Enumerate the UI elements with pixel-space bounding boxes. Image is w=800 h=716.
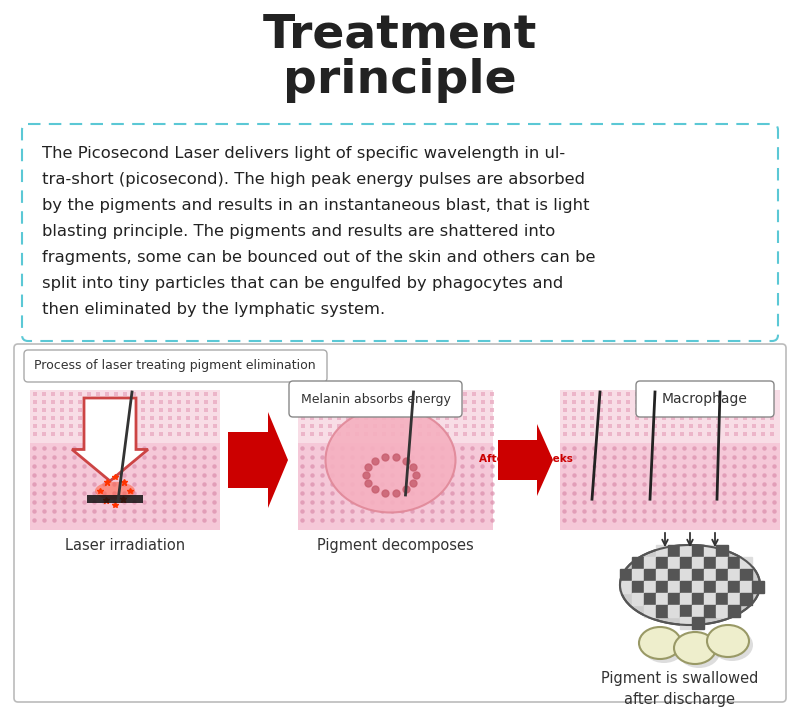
Bar (692, 557, 704, 569)
Bar (656, 605, 668, 617)
Text: split into tiny particles that can be engulfed by phagocytes and: split into tiny particles that can be en… (42, 276, 563, 291)
Bar (716, 569, 728, 581)
Bar (620, 569, 632, 581)
Bar (692, 581, 704, 593)
Bar (680, 617, 692, 629)
Polygon shape (228, 412, 288, 508)
Bar (704, 581, 716, 593)
Text: fragments, some can be bounced out of the skin and others can be: fragments, some can be bounced out of th… (42, 250, 595, 265)
Bar (644, 605, 656, 617)
Bar (716, 557, 728, 569)
Bar (716, 593, 728, 605)
Bar (30, 390, 220, 443)
Bar (632, 581, 644, 593)
Ellipse shape (620, 545, 760, 625)
Bar (644, 569, 656, 581)
Text: then eliminated by the lymphatic system.: then eliminated by the lymphatic system. (42, 302, 385, 317)
Bar (716, 605, 728, 617)
Text: Macrophage: Macrophage (662, 392, 748, 406)
Bar (87, 495, 143, 503)
Bar (740, 593, 752, 605)
FancyBboxPatch shape (14, 344, 786, 702)
Bar (656, 545, 668, 557)
Ellipse shape (639, 627, 681, 659)
Bar (740, 557, 752, 569)
Bar (298, 443, 493, 530)
Bar (704, 545, 716, 557)
Ellipse shape (711, 629, 753, 661)
Bar (728, 581, 740, 593)
Bar (632, 569, 644, 581)
Text: Laser irradiation: Laser irradiation (65, 538, 185, 553)
Bar (656, 581, 668, 593)
Bar (668, 545, 680, 557)
Bar (728, 557, 740, 569)
Polygon shape (72, 398, 148, 481)
Bar (692, 593, 704, 605)
Bar (680, 569, 692, 581)
Bar (752, 581, 764, 593)
Bar (716, 581, 728, 593)
Bar (716, 545, 728, 557)
Ellipse shape (678, 636, 720, 668)
Text: principle: principle (283, 58, 517, 103)
Bar (632, 593, 644, 605)
Bar (560, 390, 780, 443)
Ellipse shape (707, 625, 749, 657)
Ellipse shape (643, 631, 685, 663)
Text: Pigment decomposes: Pigment decomposes (317, 538, 474, 553)
Bar (740, 569, 752, 581)
Text: Process of laser treating pigment elimination: Process of laser treating pigment elimin… (34, 359, 316, 372)
Bar (644, 557, 656, 569)
Bar (704, 593, 716, 605)
Bar (298, 390, 493, 443)
Bar (692, 605, 704, 617)
Bar (668, 581, 680, 593)
Bar (704, 569, 716, 581)
Bar (560, 443, 780, 530)
Bar (620, 581, 632, 593)
Text: After 4~8weeks: After 4~8weeks (478, 454, 573, 464)
Text: Melanin absorbs energy: Melanin absorbs energy (301, 392, 450, 405)
Bar (656, 569, 668, 581)
Bar (692, 569, 704, 581)
Text: The Picosecond Laser delivers light of specific wavelength in ul-: The Picosecond Laser delivers light of s… (42, 146, 565, 161)
Bar (656, 557, 668, 569)
Bar (668, 605, 680, 617)
Bar (728, 593, 740, 605)
Bar (680, 581, 692, 593)
Text: Pigment is swallowed
after discharge: Pigment is swallowed after discharge (602, 671, 758, 707)
Bar (704, 557, 716, 569)
Ellipse shape (326, 407, 455, 513)
Bar (30, 443, 220, 530)
Bar (632, 557, 644, 569)
Polygon shape (498, 424, 553, 496)
Bar (740, 581, 752, 593)
Bar (680, 545, 692, 557)
Text: Treatment: Treatment (263, 12, 537, 57)
FancyBboxPatch shape (636, 381, 774, 417)
FancyBboxPatch shape (22, 124, 778, 341)
Bar (680, 557, 692, 569)
Bar (668, 569, 680, 581)
Ellipse shape (674, 632, 716, 664)
FancyBboxPatch shape (289, 381, 462, 417)
Bar (668, 593, 680, 605)
Ellipse shape (95, 482, 135, 500)
Bar (728, 569, 740, 581)
Bar (680, 605, 692, 617)
Bar (644, 581, 656, 593)
Text: by the pigments and results in an instantaneous blast, that is light: by the pigments and results in an instan… (42, 198, 590, 213)
Bar (704, 605, 716, 617)
Bar (668, 557, 680, 569)
Bar (728, 605, 740, 617)
Bar (680, 593, 692, 605)
Bar (644, 593, 656, 605)
Text: tra-short (picosecond). The high peak energy pulses are absorbed: tra-short (picosecond). The high peak en… (42, 172, 585, 187)
Text: blasting principle. The pigments and results are shattered into: blasting principle. The pigments and res… (42, 224, 555, 239)
Bar (656, 593, 668, 605)
FancyBboxPatch shape (24, 350, 327, 382)
Bar (692, 617, 704, 629)
Bar (692, 545, 704, 557)
